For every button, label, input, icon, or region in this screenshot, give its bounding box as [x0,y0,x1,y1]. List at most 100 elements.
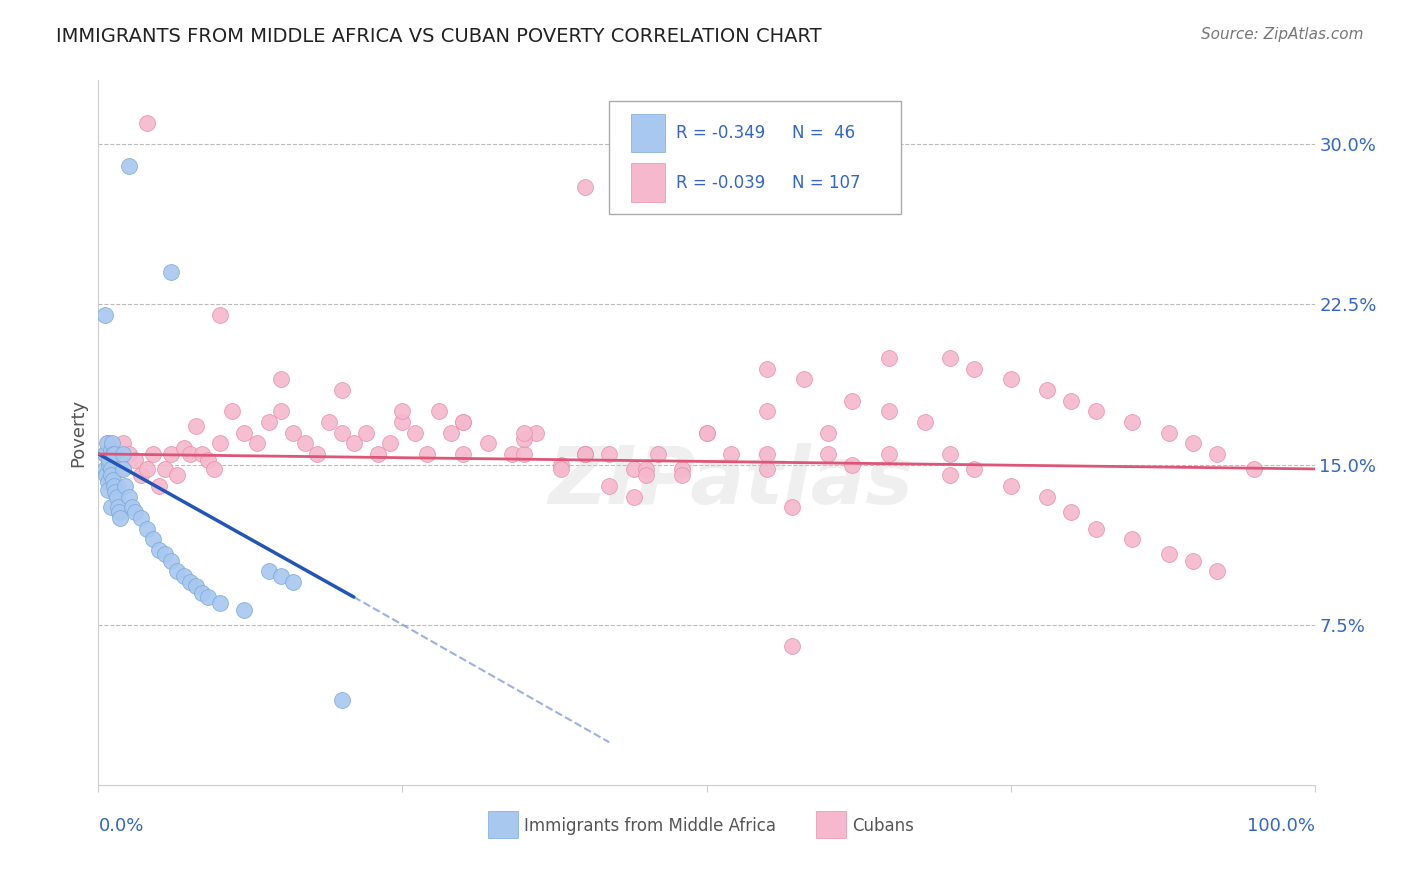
Point [160,265,183,279]
Point [270,568,292,582]
Point [101,473,124,487]
Point [963,361,986,376]
Point [574,447,596,461]
Point [281,575,304,590]
Point [877,404,900,418]
Point [103,479,125,493]
Point [574,447,596,461]
Point [294,436,316,450]
Point [330,383,353,397]
Point [124,505,146,519]
Point [96,436,118,450]
Point [97,475,120,489]
Point [841,458,863,472]
Point [1000,479,1022,493]
Point [574,180,596,194]
Point [173,441,195,455]
Text: Source: ZipAtlas.com: Source: ZipAtlas.com [1201,27,1364,42]
Point [877,351,900,365]
Point [647,447,669,461]
Point [1084,404,1107,418]
Point [100,468,122,483]
Point [257,565,280,579]
Point [416,447,439,461]
Point [93,447,115,461]
Text: IMMIGRANTS FROM MIDDLE AFRICA VS CUBAN POVERTY CORRELATION CHART: IMMIGRANTS FROM MIDDLE AFRICA VS CUBAN P… [56,27,823,45]
Point [817,425,839,440]
Point [634,468,657,483]
Point [114,479,136,493]
Point [101,436,124,450]
Point [756,361,779,376]
Point [100,500,122,515]
Point [1182,554,1205,568]
Point [160,554,183,568]
Point [209,436,232,450]
Point [330,425,353,440]
Point [513,447,536,461]
Text: ZIPatlas: ZIPatlas [548,443,914,521]
Point [524,425,547,440]
Point [111,462,134,476]
Point [756,462,779,476]
Text: N = 107: N = 107 [792,174,860,192]
Point [233,425,256,440]
Text: Immigrants from Middle Africa: Immigrants from Middle Africa [524,817,776,835]
Point [105,490,128,504]
Point [142,533,165,547]
Point [100,462,122,476]
Point [817,447,839,461]
Point [97,483,120,498]
Point [105,479,128,493]
Point [118,159,141,173]
Point [245,436,267,450]
Point [202,462,225,476]
Point [598,447,620,461]
Point [136,116,159,130]
Point [671,462,693,476]
Point [101,447,124,461]
Point [129,468,152,483]
Point [1206,565,1229,579]
Text: R = -0.349: R = -0.349 [676,124,765,142]
Point [184,419,207,434]
Point [1000,372,1022,386]
Point [93,308,115,322]
Point [110,511,132,525]
Point [191,447,214,461]
Point [354,425,377,440]
Point [453,415,475,429]
Point [270,404,292,418]
Point [696,425,718,440]
Point [270,372,292,386]
Point [1121,533,1143,547]
Point [453,447,475,461]
Point [550,458,572,472]
Bar [488,811,517,838]
Point [179,575,201,590]
Point [184,579,207,593]
Point [98,458,121,472]
Point [513,425,536,440]
Point [103,447,125,461]
Point [101,447,124,461]
Point [623,490,645,504]
Point [281,425,304,440]
Point [107,500,129,515]
Point [142,447,165,461]
Point [720,447,742,461]
Point [1084,522,1107,536]
Point [104,485,127,500]
Point [129,511,152,525]
Point [209,597,232,611]
Point [233,603,256,617]
Point [166,468,188,483]
Point [121,500,143,515]
Point [1157,547,1180,561]
Point [550,462,572,476]
Point [696,425,718,440]
Point [1121,415,1143,429]
Point [111,436,134,450]
Point [877,447,900,461]
Text: R = -0.039: R = -0.039 [676,174,765,192]
